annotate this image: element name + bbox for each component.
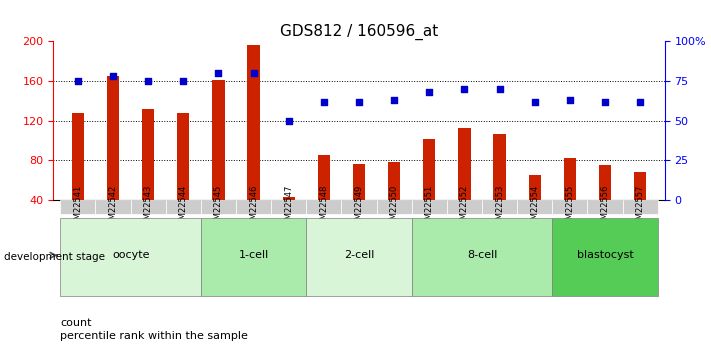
Point [319,99,330,105]
FancyBboxPatch shape [60,200,95,214]
Bar [599,165,611,240]
Bar [107,76,119,240]
FancyBboxPatch shape [131,200,166,214]
Text: development stage: development stage [4,252,105,262]
Point [213,70,224,76]
Title: GDS812 / 160596_at: GDS812 / 160596_at [280,24,438,40]
Text: GSM22553: GSM22553 [495,184,504,230]
Bar [72,113,84,240]
FancyBboxPatch shape [623,200,658,214]
Point [599,99,611,105]
Bar [353,164,365,240]
Point [142,78,154,84]
Point [248,70,260,76]
FancyBboxPatch shape [60,218,201,296]
Text: 1-cell: 1-cell [238,250,269,260]
FancyBboxPatch shape [587,200,623,214]
Text: GSM22557: GSM22557 [636,184,645,230]
FancyBboxPatch shape [271,200,306,214]
Text: GSM22545: GSM22545 [214,184,223,230]
Text: 2-cell: 2-cell [344,250,374,260]
Bar [634,172,646,240]
Text: 8-cell: 8-cell [467,250,497,260]
Text: GSM22554: GSM22554 [530,184,539,230]
Text: GSM22544: GSM22544 [179,184,188,230]
Point [107,73,119,79]
FancyBboxPatch shape [95,200,131,214]
FancyBboxPatch shape [236,200,271,214]
Point [494,86,506,92]
Text: GSM22541: GSM22541 [73,184,82,230]
Text: GSM22550: GSM22550 [390,184,399,230]
FancyBboxPatch shape [341,200,377,214]
FancyBboxPatch shape [552,218,658,296]
FancyBboxPatch shape [412,200,447,214]
Point [565,97,576,103]
Point [388,97,400,103]
Text: GSM22551: GSM22551 [425,184,434,230]
Bar [283,197,295,240]
Bar [459,128,471,240]
Text: GSM22546: GSM22546 [249,184,258,230]
Point [459,86,470,92]
FancyBboxPatch shape [552,200,587,214]
FancyBboxPatch shape [201,218,306,296]
Point [353,99,365,105]
Point [178,78,189,84]
FancyBboxPatch shape [306,200,341,214]
Point [529,99,540,105]
Text: GSM22543: GSM22543 [144,184,153,230]
Text: percentile rank within the sample: percentile rank within the sample [60,332,248,341]
FancyBboxPatch shape [447,200,482,214]
FancyBboxPatch shape [306,218,412,296]
Bar [564,158,576,240]
Bar [318,156,330,240]
FancyBboxPatch shape [201,200,236,214]
Text: GSM22549: GSM22549 [355,184,363,230]
Text: blastocyst: blastocyst [577,250,634,260]
Bar [423,139,435,240]
FancyBboxPatch shape [412,218,552,296]
Bar [177,113,190,240]
Point [424,89,435,95]
Text: oocyte: oocyte [112,250,149,260]
Bar [142,109,154,240]
Point [634,99,646,105]
FancyBboxPatch shape [377,200,412,214]
Point [283,118,294,124]
Text: count: count [60,318,92,327]
Bar [247,45,260,240]
FancyBboxPatch shape [517,200,552,214]
Bar [528,175,541,240]
Text: GSM22555: GSM22555 [565,184,574,230]
FancyBboxPatch shape [482,200,517,214]
Bar [388,162,400,240]
Point [73,78,84,84]
Text: GSM22547: GSM22547 [284,184,293,230]
Bar [213,80,225,240]
Text: GSM22548: GSM22548 [319,184,328,230]
FancyBboxPatch shape [166,200,201,214]
Text: GSM22542: GSM22542 [109,184,117,230]
Text: GSM22556: GSM22556 [601,184,609,230]
Text: GSM22552: GSM22552 [460,184,469,230]
Bar [493,134,506,240]
